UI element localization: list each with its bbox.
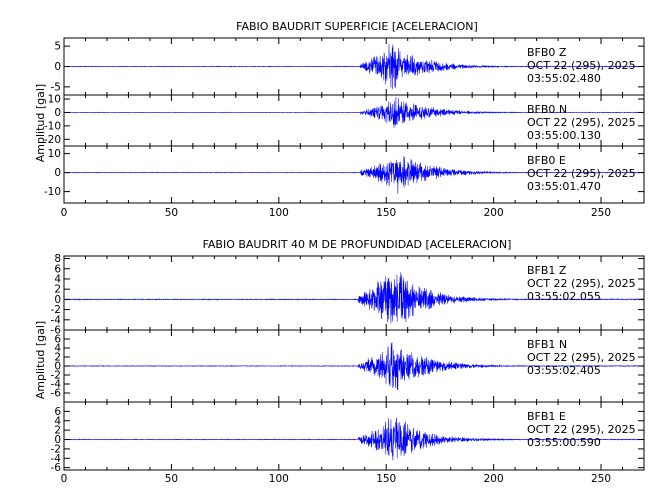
panel-0-1-date-label: OCT 22 (295), 2025 [527,116,636,129]
panel-1-2-ytick-label: -2 [51,443,61,455]
panel-1-0-ytick-label: -2 [51,304,61,316]
panel-1-2-ytick-label: -6 [51,462,62,474]
block-0-xtick-label: 0 [61,207,68,219]
block-0-xtick-label: 200 [484,207,504,219]
panel-0-2-ytick-label: -10 [44,186,61,198]
panel-1-1-ytick-label: 6 [54,334,61,346]
panel-0-0-ytick-label: 5 [54,41,61,53]
panel-1-1-ytick-label: 4 [54,343,61,355]
panel-1-0-ytick-label: -6 [51,325,62,337]
panel-1-2-ytick-label: 2 [54,425,61,437]
block-1-xtick-label: 0 [61,473,68,485]
panel-0-0-waveform [63,43,645,90]
panel-1-0-ytick-label: -4 [51,314,62,326]
panel-1-2-waveform [63,417,645,461]
depth-y-axis-label: Amplitud [gal] [34,321,47,399]
panel-0-2-waveform [63,156,645,194]
panel-0-2-ytick-label: 0 [54,167,61,179]
panel-0-2-frame [63,145,645,204]
panel-1-2-ytick-label: 6 [54,406,61,418]
panel-1-2-date-label: OCT 22 (295), 2025 [527,423,636,436]
surface-chart-title: FABIO BAUDRIT SUPERFICIE [ACELERACION] [236,20,478,33]
block-0-xtick-label: 250 [591,207,611,219]
block-1-xtick-label: 250 [591,473,611,485]
panel-1-1-ytick-label: 2 [54,352,61,364]
panel-1-0-date-label: OCT 22 (295), 2025 [527,277,636,290]
panel-0-2-station-label: BFB0 E [527,154,566,167]
panel-1-0-ytick-label: 4 [54,273,61,285]
surface-y-axis-label: Amplitud [gal] [34,84,47,162]
panel-1-1-station-label: BFB1 N [527,338,567,351]
panel-1-0-ytick-label: 2 [54,284,61,296]
depth-chart-title: FABIO BAUDRIT 40 M DE PROFUNDIDAD [ACELE… [203,238,512,251]
panel-0-1-station-label: BFB0 N [527,103,567,116]
panel-0-1-ytick-label: -20 [44,134,61,146]
panel-1-1-waveform [63,342,645,390]
panel-1-2-frame [63,401,645,471]
panel-0-0-ytick-label: -5 [51,81,61,93]
panel-1-2-ytick-label: -4 [51,453,62,465]
panel-1-0-station-label: BFB1 Z [527,264,567,277]
panel-0-0-date-label: OCT 22 (295), 2025 [527,59,636,72]
panel-0-2-time-label: 03:55:01.470 [527,180,601,193]
panel-1-0-waveform [63,272,645,324]
panel-0-0-station-label: BFB0 Z [527,46,567,59]
panel-1-1-ytick-label: 0 [54,361,61,373]
panel-1-2-ytick-label: 4 [54,415,61,427]
panel-0-2-date-label: OCT 22 (295), 2025 [527,167,636,180]
depth-chart: FABIO BAUDRIT 40 M DE PROFUNDIDAD [ACELE… [34,238,645,485]
panel-0-1-time-label: 03:55:00.130 [527,129,601,142]
panel-0-0-ytick-label: 0 [54,61,61,73]
surface-chart: FABIO BAUDRIT SUPERFICIE [ACELERACION] A… [34,20,645,219]
panel-1-0-ytick-label: 8 [54,253,61,265]
panel-1-1-ytick-label: -4 [51,379,62,391]
block-0-xtick-label: 100 [269,207,289,219]
panel-1-1-ytick-label: -2 [51,370,61,382]
panel-1-2-time-label: 03:55:00.590 [527,436,601,449]
panel-1-1-time-label: 03:55:02.405 [527,364,601,377]
block-1-xtick-label: 200 [484,473,504,485]
panel-1-2-ytick-label: 0 [54,434,61,446]
block-1-xtick-label: 150 [376,473,396,485]
panel-0-1-waveform [63,97,645,128]
panel-1-0-ytick-label: 6 [54,263,61,275]
panel-0-1-ytick-label: -10 [44,120,61,132]
panel-1-1-date-label: OCT 22 (295), 2025 [527,351,636,364]
block-0-xtick-label: 150 [376,207,396,219]
panel-0-1-ytick-label: 0 [54,107,61,119]
panel-1-0-time-label: 03:55:02.055 [527,290,601,303]
panel-1-0-ytick-label: 0 [54,294,61,306]
block-1-xtick-label: 50 [165,473,178,485]
block-1-xtick-label: 100 [269,473,289,485]
block-0-xtick-label: 50 [165,207,178,219]
panel-0-2-ytick-label: 10 [48,148,61,160]
panel-1-1-ytick-label: -6 [51,388,62,400]
panel-0-0-time-label: 03:55:02.480 [527,72,601,85]
panel-1-2-station-label: BFB1 E [527,410,566,423]
panel-0-1-ytick-label: 10 [48,94,61,106]
